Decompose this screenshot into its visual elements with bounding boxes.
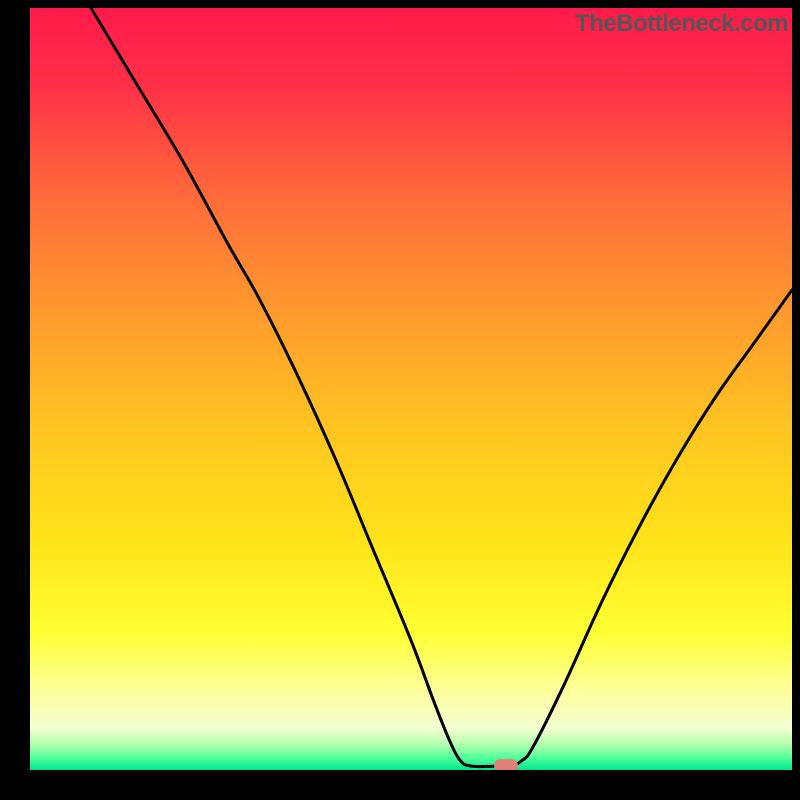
frame-border-right bbox=[792, 0, 800, 800]
optimum-marker bbox=[494, 759, 518, 770]
bottleneck-curve bbox=[30, 8, 792, 770]
plot-area bbox=[30, 8, 792, 770]
frame-border-bottom bbox=[0, 770, 800, 800]
frame-border-left bbox=[0, 0, 30, 800]
chart-container: TheBottleneck.com bbox=[0, 0, 800, 800]
frame-border-top bbox=[0, 0, 800, 8]
watermark-text: TheBottleneck.com bbox=[575, 10, 788, 38]
